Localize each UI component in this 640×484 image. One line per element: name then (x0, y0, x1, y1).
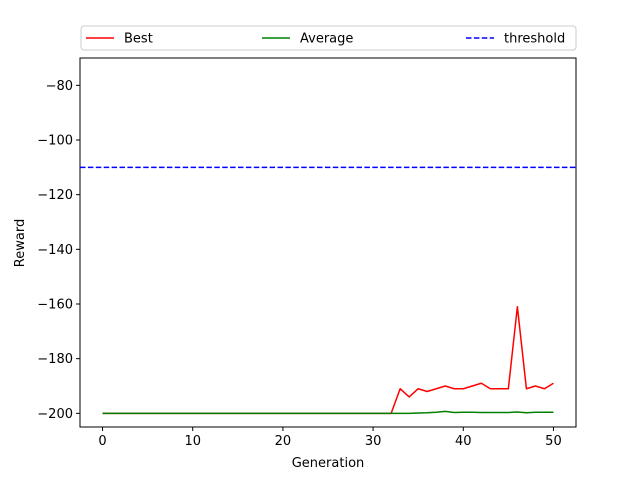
y-tick-label: −160 (37, 298, 73, 313)
y-tick-label: −80 (46, 79, 73, 94)
series-line-average (102, 410, 554, 415)
y-tick-label: −120 (37, 188, 73, 203)
y-tick-label: −180 (37, 352, 73, 367)
legend-label-average: Average (300, 32, 353, 47)
plot-frame (79, 57, 577, 428)
x-tick-label: 40 (455, 434, 472, 449)
legend-item-threshold: threshold (466, 32, 565, 47)
legend-label-threshold: threshold (504, 32, 565, 47)
x-axis-label: Generation (292, 456, 365, 471)
y-axis-label: Reward (13, 219, 28, 267)
x-tick-label: 0 (98, 434, 106, 449)
x-tick-label: 50 (545, 434, 562, 449)
y-tick-label: −200 (37, 407, 73, 422)
legend: Best Average threshold (80, 25, 577, 51)
x-tick-label: 30 (365, 434, 382, 449)
x-tick-label: 20 (275, 434, 292, 449)
plot-area (79, 57, 577, 428)
legend-item-average: Average (262, 32, 353, 47)
y-tick-label: −100 (37, 134, 73, 149)
x-axis: 0 10 20 30 40 50 (98, 427, 562, 449)
legend-frame (80, 25, 577, 51)
legend-item-best: Best (86, 32, 153, 47)
series-layer (80, 166, 576, 415)
x-tick-label: 10 (184, 434, 201, 449)
legend-label-best: Best (124, 32, 153, 47)
y-axis: −200 −180 −160 −140 −120 −100 −80 (37, 79, 80, 422)
y-tick-label: −140 (37, 243, 73, 258)
